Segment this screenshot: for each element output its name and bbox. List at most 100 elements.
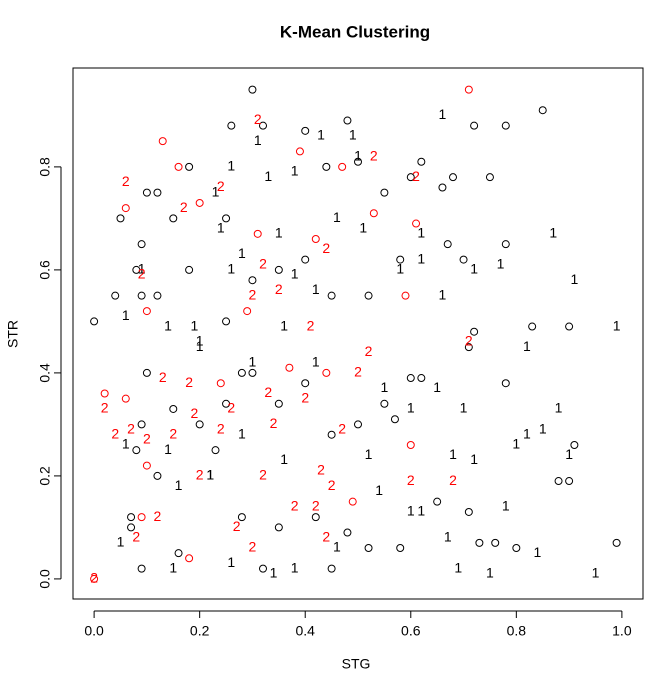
point [121,394,130,403]
point-label: 2 [180,199,188,215]
point-label: 2 [196,467,204,483]
x-tick-label: 0.8 [507,623,527,639]
point [90,317,99,326]
point [565,477,574,486]
point [211,446,220,455]
point [554,477,563,486]
point-label: 1 [275,225,283,241]
point-label: 1 [264,168,272,184]
point-label: 2 [407,472,415,488]
point-label: 1 [470,451,478,467]
point [301,255,310,264]
point [253,229,262,238]
point-label: 1 [317,127,325,143]
point-label: 2 [449,472,457,488]
point-label: 1 [470,261,478,277]
point [343,528,352,537]
x-axis-label: STG [342,656,371,672]
point-label: 1 [375,482,383,498]
y-tick-label: 0.2 [37,466,53,486]
point [248,368,257,377]
point [417,374,426,383]
point [327,564,336,573]
point [142,461,151,470]
point [354,157,362,166]
x-tick-label: 0.2 [190,623,210,639]
point-label: 2 [138,266,146,282]
point-label: 1 [417,250,425,266]
point [237,513,246,522]
point [142,307,151,316]
y-tick-label: 0.0 [37,569,53,589]
point-label: 2 [322,240,330,256]
point [327,430,336,439]
point-label: 1 [570,271,578,287]
point-label: 1 [291,266,299,282]
point-label: 1 [217,219,225,235]
point-label: 1 [291,163,299,179]
point [475,538,484,547]
point [322,162,331,171]
point-label: 2 [354,364,362,380]
point [396,255,405,264]
point [153,188,162,197]
point-label: 1 [433,379,441,395]
point-label: 2 [217,420,225,436]
point-label: 1 [164,441,172,457]
point [406,441,415,450]
point [464,85,473,94]
point-label: 2 [159,369,167,385]
point-label: 2 [465,333,473,349]
point-label: 2 [301,389,309,405]
point [301,379,310,388]
point [137,564,146,573]
point-label: 1 [407,503,415,519]
point-label: 1 [138,261,146,277]
point [153,291,162,300]
point-label: 1 [534,544,542,560]
point-label: 1 [539,420,547,436]
point [127,513,136,522]
point-label: 1 [396,261,404,277]
point [501,240,510,249]
point [338,162,347,171]
point-label: 1 [565,446,573,462]
point [174,162,183,171]
point-label: 1 [238,245,246,261]
point [153,471,162,480]
point-label: 2 [322,528,330,544]
point [248,85,257,94]
point-label: 1 [444,528,452,544]
point [322,368,331,377]
point [142,188,151,197]
point-label: 1 [333,539,341,555]
point-label: 1 [280,317,288,333]
point [449,173,457,182]
point-label: 2 [328,477,336,493]
point [216,379,225,388]
point-label: 2 [227,400,235,416]
point [132,265,141,274]
point-label: 2 [217,178,225,194]
point-label: 1 [212,183,220,199]
point-label: 1 [523,425,531,441]
point-label: 2 [101,400,109,416]
point-label: 2 [127,420,135,436]
point [612,538,621,547]
point [464,343,473,352]
point [301,126,310,135]
point [195,198,204,207]
point [406,374,415,383]
point [565,322,574,331]
point-label: 2 [233,518,241,534]
point [195,420,204,429]
point [396,544,405,553]
point [412,219,421,228]
point [464,507,473,516]
point [169,404,178,413]
point-label: 1 [417,225,425,241]
point [174,549,183,558]
point [390,415,399,424]
point [259,121,267,130]
